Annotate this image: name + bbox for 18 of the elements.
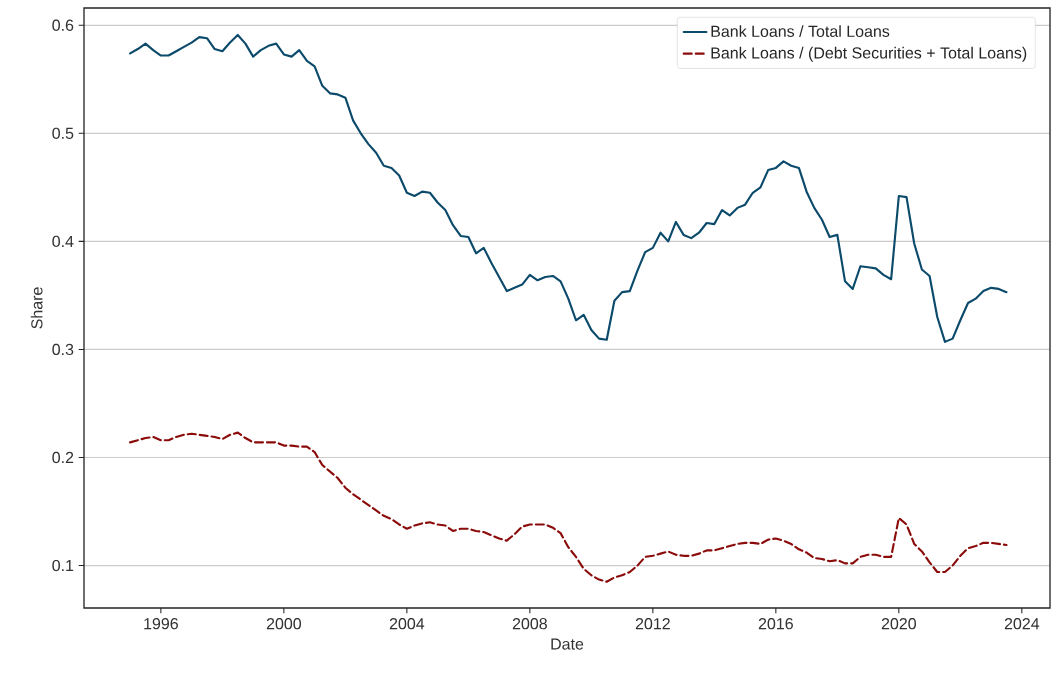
x-tick-label: 2016 [758, 618, 793, 630]
x-tick-label: 2012 [635, 618, 670, 630]
y-tick-label: 0.6 [52, 19, 74, 31]
x-axis-title: Date [551, 638, 584, 650]
legend-label: Bank Loans / (Debt Securities + Total Loans) [711, 46, 1027, 62]
y-axis-title: Share [30, 287, 43, 329]
y-tick-label: 0.2 [52, 451, 74, 464]
x-tick-label: 2000 [266, 618, 302, 630]
x-tick-label: 2004 [389, 618, 425, 630]
legend-label: Bank Loans / Total Loans [711, 25, 890, 37]
y-tick-label: 0.4 [52, 235, 74, 248]
y-tick-label: 0.5 [52, 127, 74, 139]
x-tick-label: 2020 [881, 618, 917, 630]
x-tick-label: 2008 [512, 618, 547, 630]
y-tick-label: 0.1 [52, 559, 74, 572]
y-tick-label: 0.3 [52, 343, 74, 356]
x-tick-label: 1996 [144, 618, 178, 630]
x-tick-label: 2024 [1004, 618, 1040, 630]
